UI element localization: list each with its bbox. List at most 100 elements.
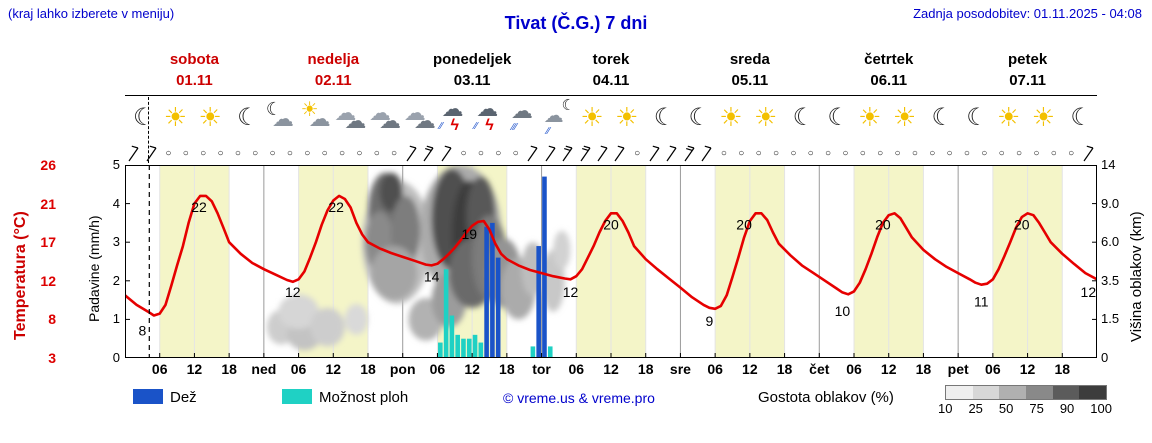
temp-axis-tick: 8: [48, 311, 56, 328]
calm-circle: ○: [1068, 147, 1075, 159]
calm-circle: ○: [998, 147, 1005, 159]
precip-axis-tick: 4: [112, 195, 120, 211]
temp-axis-tick: 3: [48, 350, 56, 366]
time-axis-tick: 06: [846, 361, 862, 377]
day-name: sreda: [729, 51, 770, 68]
wind-calm-icon: ○: [351, 143, 368, 164]
icon-glyph: ϟ: [450, 117, 459, 134]
calm-circle: ○: [391, 147, 398, 159]
icon-glyph: ☾: [265, 99, 283, 119]
day-name: torek: [592, 51, 630, 68]
svg-text:12: 12: [563, 284, 579, 300]
wind-barb-icon: [646, 143, 663, 164]
wind-calm-icon: ○: [906, 143, 923, 164]
time-axis-tick: 06: [429, 361, 446, 377]
calm-circle: ○: [512, 147, 519, 159]
moon-icon: ☾: [924, 96, 959, 144]
cloud-axis-tick: 1.5: [1101, 311, 1120, 327]
day-date: 07.11: [1009, 72, 1046, 89]
wind-calm-icon: ○: [177, 143, 194, 164]
calm-circle: ○: [911, 147, 918, 159]
sun-icon: ☀: [611, 96, 646, 144]
time-axis-tick: tor: [532, 361, 551, 377]
day-header-petek: petek 07.11: [958, 49, 1097, 91]
wind-calm-icon: ○: [299, 143, 316, 164]
temp-axis-tick: 17: [40, 234, 56, 251]
moon-icon: ☾: [681, 96, 716, 144]
day-header-sobota: sobota 01.11: [125, 49, 264, 91]
sun-icon: ☀: [993, 96, 1028, 144]
shower-legend-swatch: [282, 389, 312, 404]
time-axis-tick: pet: [947, 361, 969, 377]
wind-row: ○ ○ ○ ○ ○ ○ ○ ○ ○ ○ ○ ○ ○ ○ ○ ○ ○ ○ ○ ○ ○ ○ ○ ○ ○ ○ ○ ○ ○ ○ ○ ○ ○ ○ ○ ○ ○ ○ ○ ○: [125, 143, 1097, 164]
wind-barb-icon: [611, 143, 628, 164]
wind-barb-icon: [1080, 143, 1097, 164]
day-name: sobota: [169, 51, 220, 68]
calm-circle: ○: [981, 147, 988, 159]
icon-glyph: ☀: [753, 102, 778, 132]
day-header-sreda: sreda 05.11: [680, 49, 819, 91]
storm-icon: ☁ ϟ ∕∕: [437, 96, 472, 144]
time-axis-tick: 18: [637, 361, 654, 377]
calm-circle: ○: [252, 147, 259, 159]
time-axis-tick: 06: [290, 361, 307, 377]
moon-icon: ☾: [125, 96, 160, 144]
sun-icon: ☀: [160, 96, 195, 144]
temp-axis-tick: 26: [40, 157, 56, 173]
precip-axis-tick: 3: [112, 234, 120, 250]
shower-legend-label: Možnost ploh: [319, 389, 409, 406]
wind-barb-icon: [125, 143, 142, 164]
wind-calm-icon: ○: [316, 143, 333, 164]
calm-circle: ○: [495, 147, 502, 159]
cloud-axis-tick: 3.5: [1101, 272, 1120, 288]
day-date: 02.11: [314, 72, 352, 89]
wind-calm-icon: ○: [229, 143, 246, 164]
sun-cloud-icon: ☀ ☁: [299, 96, 334, 144]
wind-calm-icon: ○: [472, 143, 489, 164]
wind-calm-icon: ○: [385, 143, 402, 164]
day-header-torek: torek 04.11: [542, 49, 681, 91]
calm-circle: ○: [790, 147, 797, 159]
sun-icon: ☀: [576, 96, 611, 144]
density-tick: 25: [968, 401, 983, 416]
calm-circle: ○: [338, 147, 346, 159]
icon-glyph: ☾: [792, 104, 815, 131]
day-headers: sobota 01.11 nedelja 02.11 ponedeljek 03.11 to…: [125, 49, 1097, 91]
calm-circle: ○: [182, 147, 189, 159]
wind-barb-icon: [698, 143, 715, 164]
current-time-line: [148, 97, 149, 163]
sun-icon: ☀: [194, 96, 229, 144]
svg-text:20: 20: [1014, 216, 1030, 232]
wind-barb-icon: [576, 143, 593, 164]
density-segment: [946, 386, 973, 399]
wind-calm-icon: ○: [924, 143, 941, 164]
precip-axis-tick: 2: [112, 272, 120, 288]
wind-barb-icon: [437, 143, 454, 164]
density-tick: 50: [998, 401, 1014, 416]
calm-circle: ○: [165, 147, 172, 159]
calm-circle: ○: [738, 147, 745, 159]
wind-calm-icon: ○: [333, 143, 350, 164]
sun-icon: ☀: [854, 96, 889, 144]
icon-glyph: ☾: [1070, 104, 1092, 131]
wind-calm-icon: ○: [715, 143, 732, 164]
icon-glyph: ☾: [827, 104, 849, 131]
calm-circle: ○: [877, 147, 884, 159]
cloud-density-scale: [945, 385, 1107, 400]
icon-glyph: ☾: [966, 104, 988, 131]
svg-text:8: 8: [138, 322, 146, 338]
icon-glyph: ∕∕: [546, 126, 550, 137]
svg-text:22: 22: [328, 199, 344, 215]
time-axis-tick: 18: [776, 361, 793, 377]
sun-icon: ☀: [715, 96, 750, 144]
time-axis-tick: 06: [985, 361, 1001, 377]
density-segment: [1079, 386, 1107, 399]
copyright-link[interactable]: © vreme.us & vreme.pro: [503, 390, 655, 406]
precip-axis-label: Padavine (mm/h): [86, 215, 102, 322]
wind-calm-icon: ○: [1028, 143, 1045, 164]
day-date: 06.11: [870, 72, 908, 89]
calm-circle: ○: [634, 147, 641, 159]
icon-glyph: ☀: [580, 102, 604, 132]
icon-glyph: ☀: [300, 99, 319, 121]
